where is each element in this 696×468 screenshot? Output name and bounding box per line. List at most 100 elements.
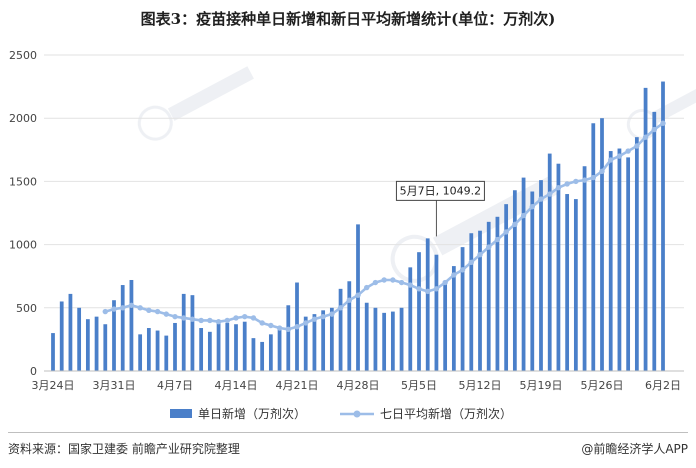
legend-item-line: 七日平均新增（万剂次） [340, 405, 512, 422]
line-point [660, 120, 666, 126]
line-point [215, 319, 222, 325]
line-point [634, 143, 640, 149]
bar [478, 230, 482, 371]
line-point [547, 191, 553, 197]
bar [207, 331, 212, 371]
bar [504, 204, 509, 371]
bar [77, 307, 82, 371]
bar [312, 314, 317, 371]
annotation-box [395, 180, 485, 201]
line-point [642, 134, 649, 140]
line-point [172, 313, 178, 320]
line-point [364, 284, 370, 291]
line-point [329, 311, 335, 317]
legend-line-swatch [340, 410, 374, 417]
bar [608, 151, 613, 371]
bar [530, 191, 535, 371]
x-tick-label: 3月24日 [32, 379, 75, 392]
legend: 单日新增（万剂次） 七日平均新增（万剂次） [0, 405, 696, 425]
x-tick-label: 5月19日 [520, 379, 563, 392]
line-point [372, 279, 379, 286]
bar [626, 157, 631, 371]
x-tick-label: 4月21日 [276, 379, 319, 392]
line-point [590, 174, 596, 181]
bar [661, 81, 665, 371]
line-point [512, 221, 518, 228]
line-point [477, 252, 483, 258]
bar [85, 319, 90, 371]
y-tick-label: 1000 [9, 239, 37, 252]
bar [460, 247, 465, 371]
line-point [355, 292, 361, 298]
bar [364, 302, 369, 371]
bar [565, 194, 570, 371]
bar [434, 254, 439, 371]
line-point [581, 177, 588, 183]
bar [321, 310, 326, 371]
bar [164, 335, 169, 371]
data-annotation: 5月7日, 1049.2 [395, 180, 485, 237]
line-point [337, 305, 344, 311]
line-point [137, 305, 143, 311]
line-point [294, 324, 300, 330]
bar [556, 163, 561, 371]
bar [199, 328, 204, 371]
line-point [250, 315, 257, 321]
line-point [468, 259, 474, 265]
x-tick-label: 4月7日 [157, 379, 193, 392]
line-point [433, 286, 440, 292]
watermark-logo [626, 89, 696, 140]
line-point [625, 148, 631, 154]
line-point [451, 272, 457, 278]
bar [303, 316, 308, 371]
line-point [555, 185, 562, 191]
x-tick-label: 5月12日 [459, 379, 502, 392]
line-point [503, 229, 509, 235]
bar [486, 221, 491, 371]
x-axis: 3月24日 3月31日 4月7日 4月14日 4月21日 4月28日 5月5日 5月12日 5月… [32, 370, 684, 392]
bar [573, 199, 578, 371]
line-point [154, 308, 161, 315]
bar [582, 166, 587, 371]
bar [277, 329, 282, 371]
bar [181, 293, 186, 371]
bar [634, 137, 639, 371]
bar [94, 316, 99, 371]
line-point [285, 326, 291, 332]
bar [512, 190, 517, 371]
line-point [390, 277, 396, 283]
line-point [276, 325, 283, 331]
line-point [425, 288, 431, 295]
line-point [320, 313, 326, 320]
bar [155, 330, 160, 371]
bar [51, 333, 55, 371]
line-point [259, 320, 265, 326]
bar [643, 87, 648, 371]
line-point [181, 315, 187, 321]
annotation-label: 5月7日, 1049.2 [400, 184, 481, 197]
x-tick-label: 4月28日 [337, 379, 380, 392]
line-point [459, 267, 466, 273]
bar [451, 266, 456, 371]
bar [469, 233, 474, 371]
bar [190, 295, 195, 371]
line-point [494, 236, 501, 243]
legend-bar-swatch [170, 409, 192, 418]
x-tick-label: 5月5日 [401, 379, 437, 392]
line-point [538, 196, 544, 202]
bar-series [51, 81, 665, 371]
line-point [224, 317, 230, 324]
line-point [608, 157, 614, 163]
line-point [651, 126, 657, 133]
x-tick-label: 6月2日 [645, 379, 681, 392]
line-point [189, 316, 196, 322]
line-point [442, 279, 448, 286]
y-tick-label: 2000 [9, 112, 37, 125]
line-point [573, 178, 579, 185]
line-point [381, 277, 387, 283]
bar [329, 307, 334, 371]
line-point [303, 320, 309, 326]
x-tick-label: 4月14日 [215, 379, 258, 392]
bar [399, 307, 404, 371]
bar [617, 148, 622, 371]
